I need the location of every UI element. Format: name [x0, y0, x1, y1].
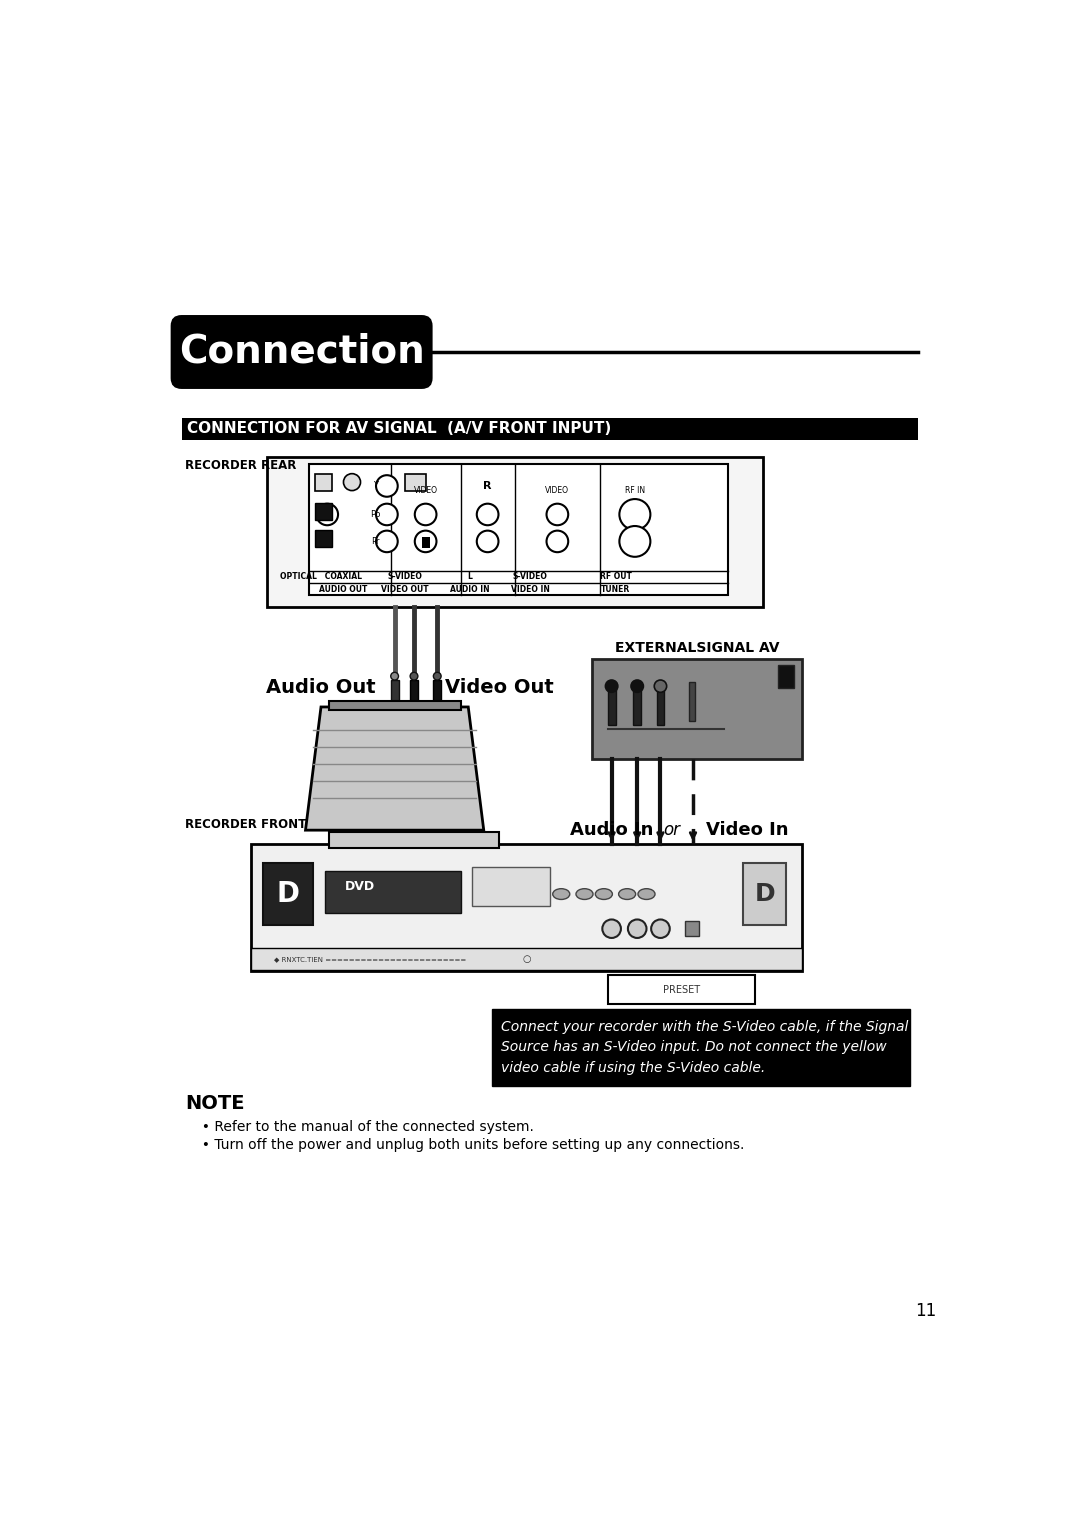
Bar [410, 680, 418, 703]
Circle shape [410, 672, 418, 680]
Text: DVD: DVD [345, 880, 375, 892]
Text: • Refer to the manual of the connected system.: • Refer to the manual of the connected s… [193, 1120, 534, 1134]
Text: ◆ RNXTC.TIEN ========================: ◆ RNXTC.TIEN ======================== [274, 955, 467, 961]
Bar [472, 866, 550, 906]
Circle shape [433, 672, 441, 680]
Text: PRESET: PRESET [663, 984, 700, 995]
Ellipse shape [576, 889, 593, 900]
Bar [592, 659, 801, 759]
Text: or: or [663, 821, 680, 839]
Text: AUDIO OUT: AUDIO OUT [319, 585, 367, 594]
Circle shape [546, 530, 568, 552]
Circle shape [391, 672, 399, 680]
Text: Connect your recorder with the S-Video cable, if the Signal
Source has an S-Vide: Connect your recorder with the S-Video c… [501, 1019, 908, 1074]
Ellipse shape [638, 889, 656, 900]
Text: S-VIDEO: S-VIDEO [388, 573, 422, 581]
Bar [491, 1008, 910, 1086]
Circle shape [376, 530, 397, 552]
Bar [252, 947, 801, 970]
Circle shape [619, 526, 650, 556]
Circle shape [316, 504, 338, 526]
Circle shape [476, 530, 499, 552]
Bar [608, 683, 616, 724]
Bar [779, 665, 794, 689]
Text: Pb: Pb [370, 510, 380, 520]
Text: RECORDER FRONT: RECORDER FRONT [186, 817, 307, 831]
Text: Video Out: Video Out [445, 678, 554, 697]
Text: • Turn off the power and unplug both units before setting up any connections.: • Turn off the power and unplug both uni… [193, 1138, 744, 1152]
Bar [314, 474, 332, 490]
Bar [314, 530, 332, 547]
Text: D: D [276, 880, 300, 908]
Text: Audio Out: Audio Out [266, 678, 375, 697]
Circle shape [415, 504, 436, 526]
Text: NOTE: NOTE [186, 1094, 245, 1112]
Text: Y: Y [373, 481, 378, 490]
Ellipse shape [619, 889, 636, 900]
Ellipse shape [595, 889, 612, 900]
Circle shape [606, 680, 618, 692]
Bar [405, 474, 427, 490]
Bar [262, 863, 313, 924]
Circle shape [631, 680, 644, 692]
Text: RF IN: RF IN [625, 486, 645, 495]
Text: TUNER: TUNER [600, 585, 630, 594]
Circle shape [476, 504, 499, 526]
Text: ○: ○ [522, 953, 530, 964]
Bar [252, 843, 801, 972]
Bar [689, 683, 696, 721]
Text: Audio In: Audio In [570, 821, 653, 839]
Text: Pr: Pr [372, 536, 379, 545]
Bar [433, 680, 441, 703]
Circle shape [376, 475, 397, 497]
Circle shape [343, 474, 361, 490]
Bar [743, 863, 786, 924]
Text: EXTERNALSIGNAL AV: EXTERNALSIGNAL AV [615, 640, 779, 654]
Text: D: D [755, 882, 775, 906]
Text: RECORDER REAR: RECORDER REAR [186, 460, 297, 472]
Bar [633, 683, 642, 724]
Text: R: R [484, 481, 491, 490]
Bar [267, 457, 762, 607]
Text: VIDEO IN: VIDEO IN [511, 585, 550, 594]
Bar [391, 680, 399, 703]
Circle shape [651, 920, 670, 938]
Circle shape [546, 504, 568, 526]
Bar [314, 503, 332, 520]
Bar [309, 465, 728, 596]
Bar [328, 701, 460, 711]
Circle shape [415, 530, 436, 552]
Bar [325, 871, 460, 914]
Bar [657, 683, 664, 724]
Bar [608, 975, 755, 1004]
Text: CONNECTION FOR AV SIGNAL  (A/V FRONT INPUT): CONNECTION FOR AV SIGNAL (A/V FRONT INPU… [187, 422, 611, 437]
Text: VIDEO: VIDEO [414, 486, 437, 495]
Bar [422, 536, 430, 547]
FancyBboxPatch shape [171, 315, 433, 390]
Text: RF OUT: RF OUT [599, 573, 632, 581]
Circle shape [654, 680, 666, 692]
Text: VIDEO: VIDEO [545, 486, 569, 495]
Circle shape [376, 504, 397, 526]
Circle shape [619, 500, 650, 530]
Text: 11: 11 [915, 1302, 936, 1320]
Ellipse shape [553, 889, 570, 900]
Circle shape [627, 920, 647, 938]
Text: OPTICAL   COAXIAL: OPTICAL COAXIAL [280, 573, 362, 581]
Text: Video In: Video In [706, 821, 788, 839]
Polygon shape [306, 707, 484, 830]
Text: AUDIO IN: AUDIO IN [450, 585, 489, 594]
Bar [328, 833, 499, 848]
Bar [181, 419, 918, 440]
Text: Connection: Connection [179, 333, 424, 371]
Circle shape [603, 920, 621, 938]
Text: VIDEO OUT: VIDEO OUT [381, 585, 429, 594]
Bar [685, 921, 699, 937]
Text: L: L [468, 573, 472, 581]
Text: S-VIDEO: S-VIDEO [513, 573, 548, 581]
